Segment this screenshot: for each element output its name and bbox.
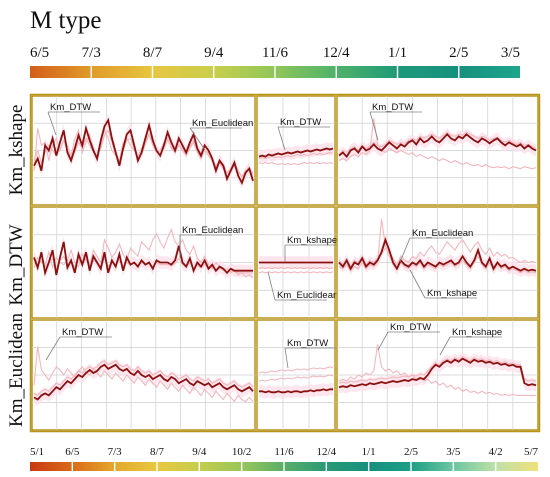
colorbar-tick-label: 11/6 [262, 45, 289, 61]
panel-2-1: Km_Euclidean [31, 206, 256, 319]
annotation-leader [277, 126, 286, 151]
row-label-km-euclidean: Km_Euclidean [6, 313, 27, 427]
colorbar-tick-label: 8/7 [150, 446, 165, 458]
annotation-leader [439, 336, 451, 356]
comparison-series-line [33, 129, 254, 178]
panel-1-1: Km_DTW Km_Euclidean [31, 95, 256, 206]
comparison-series-line [33, 227, 254, 279]
comparison-series-line [338, 131, 537, 155]
comparison-series-line [338, 355, 537, 384]
colorbar-tick-label: 9/4 [204, 45, 224, 61]
colorbar-tick-label: 5/1 [30, 446, 44, 458]
panel-3-1: Km_DTW [31, 319, 256, 431]
annotation-leader [369, 111, 379, 141]
comparison-series-line [258, 366, 334, 374]
series-annotation: Km_Euclidean [182, 225, 243, 236]
colorbar-tick-label: 3/5 [501, 45, 520, 61]
comparison-series-line [258, 162, 334, 166]
colorbar-tick-label: 7/3 [82, 45, 101, 61]
comparison-series-line [258, 271, 334, 274]
series-annotation: Km_DTW [390, 322, 431, 333]
series-annotation: Km_DTW [50, 102, 91, 113]
series-annotation: Km_kshape [452, 327, 502, 338]
colorbar-tick-label: 6/5 [30, 45, 49, 61]
comparison-series-line [33, 360, 254, 397]
comparison-series-line [338, 219, 537, 274]
colorbar-bottom: 5/1 6/5 7/3 8/7 9/4 10/2 11/6 12/4 1/1 2/5 3/5 4/2 5… [30, 446, 538, 471]
colorbar-top: 6/5 7/3 8/7 9/4 11/6 12/4 1/1 2/5 3/5 [30, 45, 520, 78]
colorbar-tick-label: 8/7 [143, 45, 163, 61]
colorbar-tick-label: 2/5 [449, 45, 468, 61]
annotation-leader [284, 347, 289, 369]
panel-1-3: Km_DTW [336, 95, 539, 206]
annotation-leader [377, 331, 389, 351]
series-annotation: Km_Euclidean [412, 228, 473, 239]
colorbar-tick-label: 4/2 [489, 446, 503, 458]
annotation-leader [45, 336, 61, 361]
main-series-line [259, 388, 333, 394]
comparison-series-line [33, 346, 254, 403]
colorbar-tick-label: 12/4 [317, 446, 337, 458]
series-annotation: Km_kshape [427, 288, 477, 299]
row-label-km-dtw: Km_DTW [6, 224, 27, 305]
series-annotation: Km_Euclidean [277, 290, 338, 301]
colorbar-tick-label: 11/6 [274, 446, 294, 458]
series-annotation: Km_DTW [280, 117, 321, 128]
panel-3-3: Km_DTW Km_kshape [336, 319, 539, 431]
main-series-line [33, 241, 253, 277]
colorbar-tick-label: 5/7 [524, 446, 539, 458]
comparison-series-line [338, 238, 537, 268]
colorbar-tick-label: 12/4 [323, 45, 350, 61]
series-annotation: Km_DTW [62, 327, 103, 338]
annotation-leader [47, 111, 57, 136]
colorbar-tick-label: 2/5 [404, 446, 419, 458]
comparison-series-line [338, 118, 537, 170]
series-annotation: Km_kshape [287, 235, 337, 246]
chart-title: M type [30, 7, 102, 34]
annotation-leader [267, 271, 276, 301]
main-series-line [258, 147, 334, 158]
colorbar-tick-label: 1/1 [388, 45, 407, 61]
row-label-km-kshape: Km_kshape [6, 105, 27, 196]
panel-1-2: Km_DTW [256, 95, 336, 206]
comparison-series-line [258, 151, 334, 160]
main-series-line [338, 132, 537, 159]
variance-band [339, 128, 536, 163]
main-series-line [33, 363, 254, 401]
colorbar-tick-label: 7/3 [108, 446, 123, 458]
colorbar-tick-label: 3/5 [446, 446, 461, 458]
annotation-leader [409, 269, 426, 299]
panel-2-2: Km_kshape Km_Euclidean [256, 206, 338, 319]
panel-grid: Km_DTW Km_Euclidean Km_DTW Km_DTW Km_Euclide… [29, 93, 541, 433]
series-annotation: Km_DTW [372, 102, 413, 113]
panel-3-2: Km_DTW [256, 319, 337, 431]
comparison-series-line [258, 267, 334, 270]
comparison-series-line [258, 374, 334, 382]
series-annotation: Km_Euclidean [192, 118, 253, 129]
panel-2-3: Km_Euclidean Km_kshape [336, 206, 539, 319]
main-series-line [33, 117, 254, 186]
colorbar-tick-label: 10/2 [232, 446, 252, 458]
main-series-line [338, 237, 537, 272]
series-annotation: Km_DTW [287, 338, 328, 349]
colorbar-tick-label: 1/1 [362, 446, 376, 458]
colorbar-tick-label: 9/4 [192, 446, 207, 458]
variance-band [34, 114, 253, 189]
main-series-line [338, 357, 537, 389]
annotation-leader [189, 127, 206, 151]
annotation-leader [399, 237, 411, 263]
comparison-series-line [338, 344, 536, 396]
colorbar-tick-label: 6/5 [65, 446, 80, 458]
panel-frame [29, 93, 541, 433]
